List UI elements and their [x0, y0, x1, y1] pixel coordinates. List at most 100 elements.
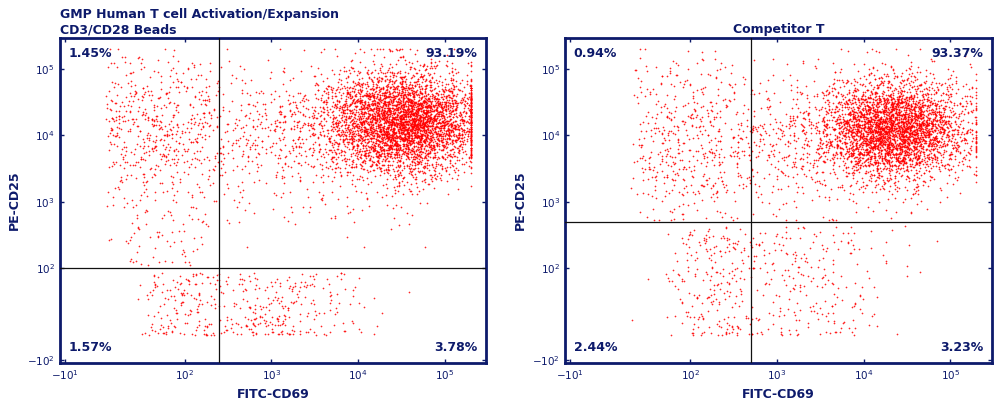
Point [422, 144, 438, 150]
Point [395, 120, 411, 126]
Point [864, 128, 880, 134]
Point [930, 86, 946, 93]
Point [845, 129, 861, 136]
Point [912, 109, 928, 115]
Point [854, 151, 870, 157]
Point [423, 105, 439, 112]
Point [397, 85, 413, 91]
Point [869, 166, 885, 173]
Point [895, 116, 911, 123]
Point [893, 159, 909, 166]
Point [911, 99, 927, 106]
Point [430, 83, 446, 89]
Point [390, 173, 406, 179]
Point [898, 123, 914, 129]
Point [443, 95, 459, 101]
Point [723, 70, 739, 76]
Point [422, 79, 438, 85]
Point [906, 115, 922, 121]
Point [404, 121, 420, 128]
Point [923, 165, 939, 171]
Point [439, 143, 455, 150]
Point [429, 62, 445, 69]
Point [373, 126, 389, 133]
Point [851, 97, 867, 103]
Point [362, 162, 378, 169]
Point [436, 124, 452, 130]
Point [451, 126, 467, 133]
Point [891, 150, 907, 156]
Point [928, 124, 944, 130]
Point [922, 101, 938, 108]
Point [238, 112, 254, 119]
Point [133, 261, 149, 267]
Point [382, 121, 398, 127]
Point [654, 130, 670, 136]
Point [254, 125, 270, 132]
Point [872, 120, 888, 126]
Point [929, 130, 945, 136]
Point [827, 131, 843, 138]
Point [361, 96, 377, 102]
Point [727, 81, 743, 87]
Point [296, 97, 312, 104]
Point [398, 141, 414, 147]
Point [368, 140, 384, 146]
Point [841, 121, 857, 128]
Point [889, 134, 905, 141]
Point [765, 299, 781, 305]
Point [282, 330, 298, 337]
Point [941, 121, 957, 127]
Point [935, 151, 951, 157]
Point [905, 123, 921, 129]
Point [939, 132, 955, 139]
Point [900, 144, 916, 151]
Point [111, 186, 127, 192]
Point [873, 168, 889, 175]
Point [913, 141, 929, 147]
Point [964, 109, 980, 116]
Point [431, 118, 447, 125]
Point [346, 125, 362, 132]
Point [917, 124, 933, 131]
Point [820, 276, 836, 283]
Point [912, 88, 928, 94]
Point [416, 127, 432, 133]
Point [689, 100, 705, 106]
Point [805, 238, 821, 245]
Point [105, 193, 121, 200]
Point [754, 147, 770, 154]
Point [721, 330, 737, 336]
Point [412, 115, 428, 121]
Point [276, 134, 292, 141]
Point [405, 118, 421, 125]
Point [712, 137, 728, 144]
Point [917, 129, 933, 135]
Point [409, 111, 425, 118]
Point [852, 149, 868, 156]
Point [698, 215, 714, 221]
Point [848, 142, 864, 149]
Point [284, 327, 300, 334]
Point [401, 90, 417, 97]
Point [270, 318, 286, 324]
Point [378, 92, 394, 99]
Point [845, 151, 861, 158]
Point [728, 293, 744, 299]
Point [856, 135, 872, 141]
Point [148, 133, 164, 139]
Point [845, 143, 861, 149]
Point [861, 117, 877, 124]
Point [395, 98, 411, 105]
Point [704, 301, 720, 307]
Point [879, 137, 895, 143]
Point [423, 116, 439, 122]
Point [838, 79, 854, 86]
Point [399, 137, 415, 144]
Point [852, 165, 868, 172]
Point [912, 122, 928, 129]
Point [361, 107, 377, 113]
Point [429, 122, 445, 129]
Point [172, 281, 188, 288]
Point [745, 234, 761, 241]
